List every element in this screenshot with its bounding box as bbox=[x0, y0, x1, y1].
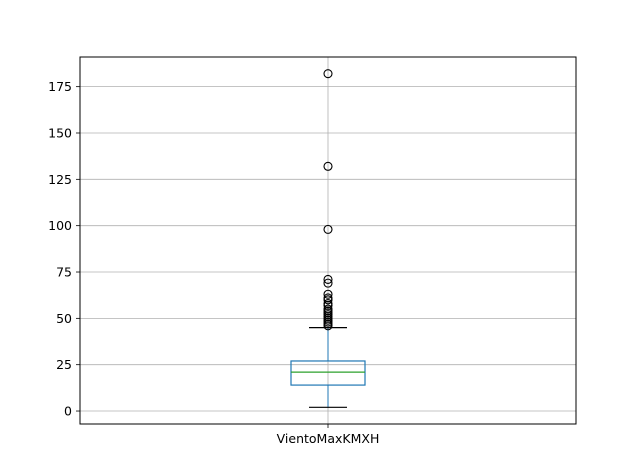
outlier-point bbox=[323, 289, 333, 299]
iqr-box bbox=[290, 360, 366, 386]
y-tick-label: 50 bbox=[56, 311, 72, 326]
y-tick-label: 25 bbox=[56, 357, 72, 372]
outlier-point bbox=[323, 293, 333, 303]
y-tick-label: 150 bbox=[48, 125, 72, 140]
axis-layer: 0 25 50 75 100 125 150 175 VientoMaxKMXH bbox=[48, 79, 379, 446]
y-tick-label: 75 bbox=[56, 265, 72, 280]
outlier-point bbox=[323, 224, 333, 234]
outlier-point bbox=[323, 69, 333, 79]
outlier-point bbox=[323, 274, 333, 284]
y-tick-label: 0 bbox=[64, 404, 72, 419]
outlier-point bbox=[323, 161, 333, 171]
grid-layer bbox=[80, 57, 576, 424]
x-tick-label: VientoMaxKMXH bbox=[277, 431, 380, 446]
plot-layer bbox=[290, 69, 366, 408]
outlier-point bbox=[323, 278, 333, 288]
y-tick-label: 125 bbox=[48, 172, 72, 187]
outlier-point bbox=[323, 298, 333, 309]
y-tick-label: 175 bbox=[48, 79, 72, 94]
y-tick-label: 100 bbox=[48, 218, 72, 233]
outlier-point bbox=[323, 304, 333, 314]
